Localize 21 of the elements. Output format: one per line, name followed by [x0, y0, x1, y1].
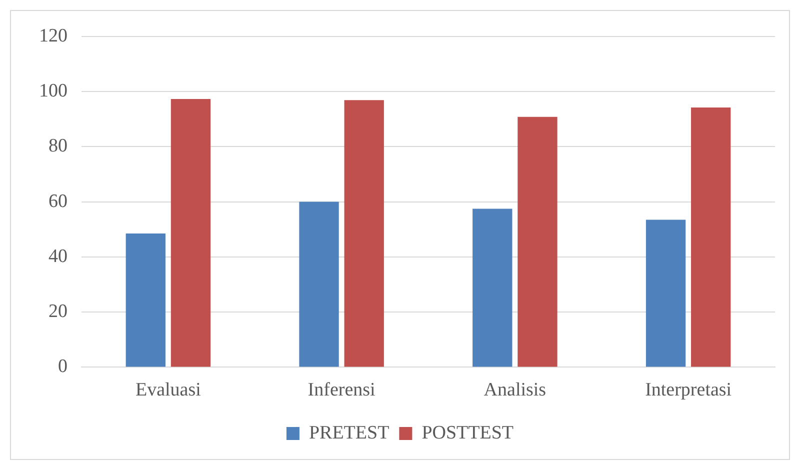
bar: [126, 234, 166, 367]
bar: [691, 108, 731, 367]
y-tick-label: 0: [58, 356, 68, 378]
bar: [299, 202, 339, 367]
x-tick-label: Analisis: [484, 380, 546, 401]
y-tick-label: 100: [39, 80, 68, 102]
bar: [170, 98, 211, 367]
bar: [472, 208, 512, 367]
bar: [646, 220, 686, 367]
bar: [344, 100, 384, 367]
x-tick-label: Evaluasi: [135, 380, 201, 401]
y-tick-label: 20: [48, 301, 68, 322]
y-tick-label: 120: [39, 25, 68, 46]
legend-label: PRETEST: [308, 422, 390, 444]
legend-label: POSTTEST: [422, 422, 514, 444]
y-tick-label: 40: [48, 246, 68, 267]
x-tick-label: Interpretasi: [645, 380, 732, 401]
x-tick-label: Inferensi: [308, 380, 376, 401]
bar: [518, 116, 558, 367]
y-tick-label: 60: [48, 190, 68, 212]
y-tick-label: 80: [48, 136, 68, 157]
